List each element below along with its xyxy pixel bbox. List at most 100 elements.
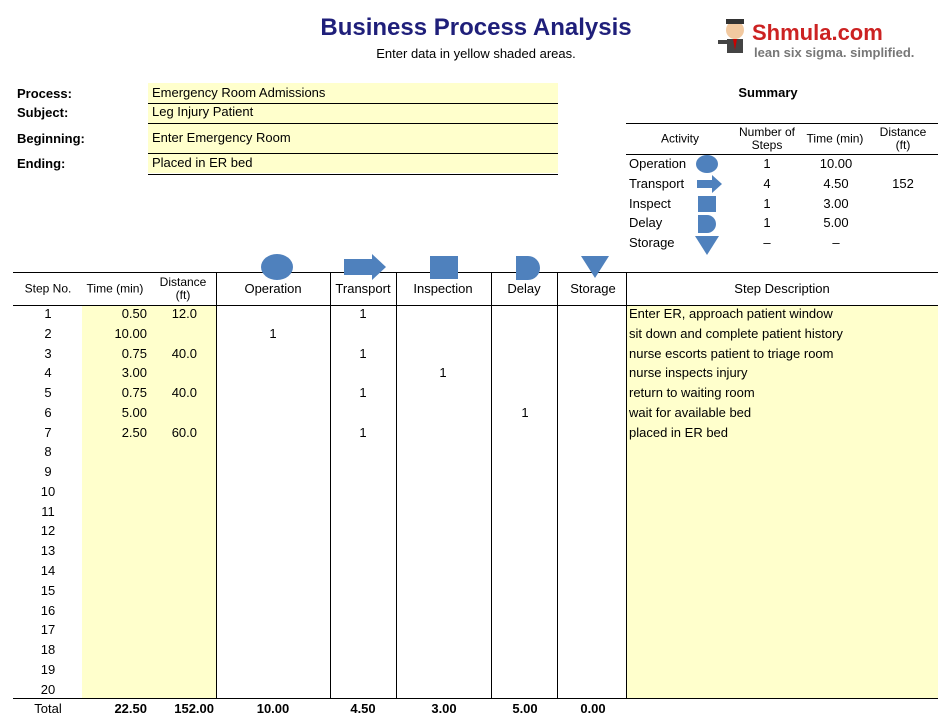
cell: 1 (521, 404, 529, 420)
cell: 1 (439, 365, 447, 381)
summary-column-header: Time (min) (806, 131, 864, 146)
cell: 2.50 (121, 424, 147, 440)
inspection-icon (698, 196, 716, 212)
total-value: 4.50 (350, 701, 376, 716)
time-distance-input-area (82, 305, 216, 698)
cell: 18 (40, 642, 56, 658)
cell: 1 (44, 306, 52, 321)
summary-column-header: Activity (660, 131, 699, 146)
cell: 1 (269, 325, 277, 341)
total-value: 0.00 (580, 701, 606, 716)
field-value: Emergency Room Admissions (152, 85, 326, 100)
cell: 15 (40, 582, 56, 598)
logo-tagline: lean six sigma. simplified. (754, 45, 915, 60)
cell: 1 (359, 306, 367, 321)
summary-column-header: Distance (ft) (879, 125, 927, 152)
cell: 60.0 (171, 424, 197, 440)
column-rule (557, 272, 558, 698)
field-label: Process: (17, 86, 72, 101)
step-description: nurse inspects injury (629, 365, 748, 381)
rule (626, 154, 938, 155)
cell: 2 (44, 325, 52, 341)
cell: 6 (44, 404, 52, 420)
rule (148, 153, 558, 154)
total-value: 10.00 (256, 701, 290, 716)
cell: 13 (40, 543, 56, 559)
cell: 10 (40, 483, 56, 499)
step-description: return to waiting room (629, 385, 755, 401)
delay-icon (698, 215, 716, 233)
cell: 11 (41, 503, 55, 519)
step-description: nurse escorts patient to triage room (629, 345, 834, 361)
storage-icon (695, 236, 719, 255)
field-value: Placed in ER bed (152, 155, 253, 170)
field-label: Beginning: (17, 131, 85, 146)
step-description: wait for available bed (629, 404, 752, 420)
cell: 1 (359, 385, 367, 401)
rule (626, 123, 938, 124)
column-header: Step No. (24, 281, 72, 296)
activity-name: Inspect (629, 195, 671, 211)
activity-name: Delay (629, 215, 663, 231)
step-description: placed in ER bed (629, 424, 729, 440)
cell: 10.00 (114, 325, 147, 341)
summary-value: 152 (892, 175, 914, 191)
cell: 0.75 (121, 345, 147, 361)
cell: 8 (44, 444, 52, 460)
cell: 20 (40, 681, 56, 697)
summary-value: 1 (763, 195, 771, 211)
cell: 5 (44, 385, 52, 401)
summary-value: 5.00 (823, 215, 849, 231)
cell: 17 (40, 622, 56, 638)
subtitle: Enter data in yellow shaded areas. (376, 46, 576, 61)
cell: 19 (40, 661, 56, 677)
summary-value: 4 (763, 175, 771, 191)
cell: 40.0 (171, 345, 197, 361)
rule (148, 123, 558, 124)
column-header: Transport (335, 281, 391, 296)
column-header: Time (min) (86, 281, 144, 296)
field-label: Ending: (17, 156, 66, 171)
summary-title: Summary (738, 85, 798, 100)
cell: 5.00 (121, 404, 147, 420)
field-label: Subject: (17, 105, 69, 120)
column-rule (491, 272, 492, 698)
cell: 14 (40, 563, 56, 578)
cell: 1 (359, 345, 367, 361)
rule (148, 103, 558, 104)
logo-figure (718, 19, 744, 53)
cell: 4 (44, 365, 52, 381)
storage-icon (581, 256, 609, 278)
total-value: 3.00 (431, 701, 457, 716)
total-value: 5.00 (512, 701, 538, 716)
column-rule (330, 272, 331, 698)
activity-name: Operation (629, 156, 687, 171)
step-description: Enter ER, approach patient window (629, 306, 833, 321)
summary-value: – (832, 235, 840, 251)
inspection-icon (430, 256, 458, 279)
summary-value: – (763, 235, 771, 251)
column-rule (626, 272, 627, 698)
operation-icon (261, 254, 293, 280)
table-header-icons (261, 254, 609, 280)
field-value: Enter Emergency Room (152, 130, 291, 145)
column-header: Inspection (413, 281, 473, 296)
rule (148, 174, 558, 175)
summary-value: 10.00 (819, 156, 853, 171)
cell: 7 (44, 424, 52, 440)
rule (13, 698, 938, 699)
summary-icons (695, 155, 722, 255)
summary-column-header: Number of Steps (738, 125, 796, 152)
total-value: 152.00 (174, 701, 214, 716)
cell: 1 (359, 424, 367, 440)
transport-icon (344, 254, 386, 280)
column-header: Operation (244, 281, 302, 296)
summary-value: 3.00 (823, 195, 849, 211)
cell: 40.0 (171, 385, 197, 401)
rule (13, 305, 938, 306)
cell: 3.00 (121, 365, 147, 381)
description-input-area (626, 305, 938, 698)
icons (261, 19, 744, 280)
transport-icon (697, 175, 722, 193)
